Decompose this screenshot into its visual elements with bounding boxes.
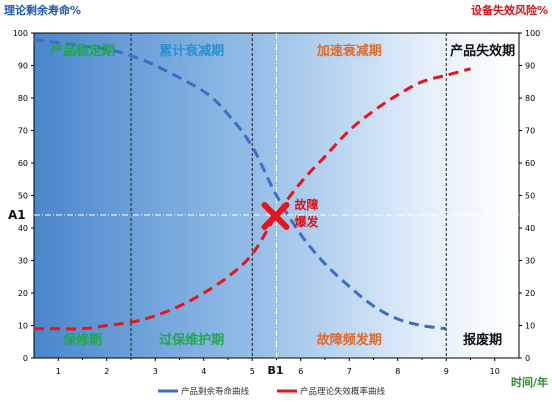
legend-label-remaining-life: 产品剩余寿命曲线 (181, 386, 250, 397)
x-tick-label: 4 (201, 367, 206, 376)
y-tick-label-right: 40 (525, 224, 535, 233)
y-tick-label-left: 20 (18, 289, 28, 298)
x-tick-label: 8 (395, 367, 400, 376)
y-tick-label-left: 10 (18, 322, 28, 331)
y-tick-label-right: 90 (525, 62, 535, 71)
y-tick-label-left: 40 (18, 224, 28, 233)
left-axis-label: 理论剩余寿命% (4, 3, 81, 17)
y-tick-label-left: 30 (18, 257, 28, 266)
y-tick-label-left: 100 (13, 29, 28, 38)
x-tick-label: 9 (444, 367, 449, 376)
phase-label-bottom: 报废期 (463, 332, 502, 348)
y-tick-label-right: 80 (525, 94, 535, 103)
y-tick-label-right: 70 (525, 127, 535, 136)
x-tick-label: 6 (298, 367, 303, 376)
annotation-failure-outbreak: 爆发 (295, 214, 320, 229)
x-tick-label: 2 (104, 367, 109, 376)
reference-x-label: B1 (267, 364, 283, 377)
y-tick-label-right: 20 (525, 289, 535, 298)
x-tick-label: 3 (153, 367, 158, 376)
y-tick-label-right: 0 (525, 354, 530, 363)
x-tick-label: 7 (347, 367, 352, 376)
y-tick-label-right: 30 (525, 257, 535, 266)
legend: 产品剩余寿命曲线 产品理论失效概率曲线 (158, 386, 386, 397)
y-tick-label-right: 100 (525, 29, 540, 38)
legend-label-failure-probability: 产品理论失效概率曲线 (300, 386, 386, 397)
phase-label-top: 产品稳定期 (50, 43, 115, 59)
phase-label-bottom: 保修期 (62, 332, 102, 348)
y-tick-label-right: 60 (525, 159, 535, 168)
y-tick-label-left: 70 (18, 127, 28, 136)
x-axis-label: 时间/年 (511, 375, 548, 389)
phase-label-bottom: 过保维护期 (159, 332, 224, 348)
y-tick-label-left: 50 (18, 192, 28, 201)
series-line-failure-probability (33, 67, 471, 331)
y-tick-label-left: 0 (23, 354, 28, 363)
y-tick-label-right: 50 (525, 192, 535, 201)
y-tick-label-right: 10 (525, 322, 535, 331)
phase-label-bottom: 故障频发期 (317, 332, 382, 348)
reference-y-label: A1 (8, 208, 26, 222)
y-tick-label-left: 90 (18, 62, 28, 71)
right-axis-label: 设备失效风险% (471, 3, 548, 17)
failure-outbreak-marker (261, 202, 290, 230)
x-tick-label: 1 (56, 367, 61, 376)
y-tick-label-left: 80 (18, 94, 28, 103)
x-tick-label: 10 (490, 367, 500, 376)
y-tick-label-left: 60 (18, 159, 28, 168)
series-line-remaining-life (33, 38, 447, 331)
phase-label-top: 产品失效期 (450, 43, 515, 59)
phase-label-top: 加速衰减期 (316, 43, 382, 59)
x-tick-label: 5 (250, 367, 255, 376)
phase-label-top: 累计衰减期 (159, 43, 224, 59)
annotation-failure-outbreak: 故障 (295, 197, 319, 212)
